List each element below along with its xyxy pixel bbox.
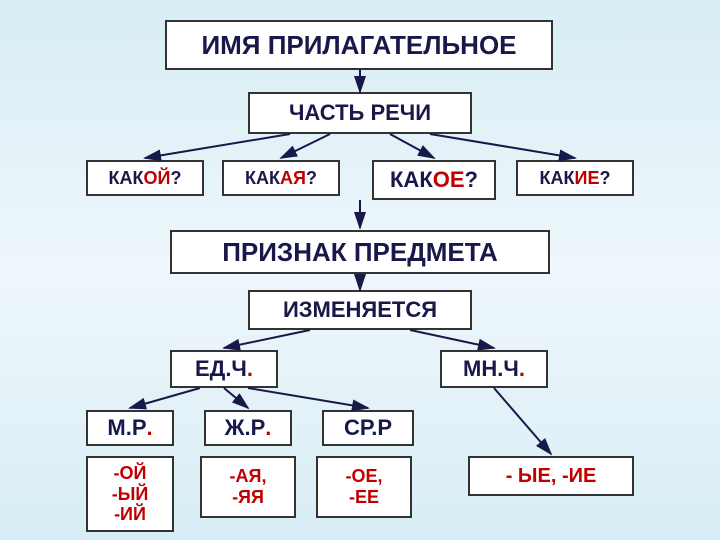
ending-n2: -ЕЕ xyxy=(349,487,379,508)
question-1-stem: КАК xyxy=(109,168,144,189)
dot: . xyxy=(265,415,271,441)
endings-n-box: -ОЕ, -ЕЕ xyxy=(316,456,412,518)
question-2-end: АЯ xyxy=(280,168,306,189)
question-2-suffix: ? xyxy=(306,168,317,189)
question-4-box: КАКИЕ? xyxy=(516,160,634,196)
dot: . xyxy=(247,356,253,382)
ending-m2: -ЫЙ xyxy=(112,484,149,505)
feature-text: ПРИЗНАК ПРЕДМЕТА xyxy=(222,237,498,268)
question-3-stem: КАК xyxy=(390,167,433,193)
ending-n1: -ОЕ, xyxy=(345,466,382,487)
gender-f-box: Ж.Р. xyxy=(204,410,292,446)
title-text: ИМЯ ПРИЛАГАТЕЛЬНОЕ xyxy=(201,30,516,61)
part-of-speech-box: ЧАСТЬ РЕЧИ xyxy=(248,92,472,134)
question-1-end: ОЙ xyxy=(144,168,171,189)
question-3-suffix: ? xyxy=(465,167,478,193)
dot: . xyxy=(519,356,525,382)
gender-f-text: Ж.Р xyxy=(225,415,266,441)
gender-n-text: СР.Р xyxy=(344,415,392,441)
ending-m3: -ИЙ xyxy=(114,504,146,525)
ending-pl: - ЫЕ, -ИЕ xyxy=(506,465,597,488)
dot: . xyxy=(147,415,153,441)
question-3-end: ОЕ xyxy=(433,167,465,193)
plural-box: МН.Ч. xyxy=(440,350,548,388)
title-box: ИМЯ ПРИЛАГАТЕЛЬНОЕ xyxy=(165,20,553,70)
question-3-box: КАКОЕ? xyxy=(372,160,496,200)
singular-text: ЕД.Ч xyxy=(195,356,247,382)
singular-box: ЕД.Ч. xyxy=(170,350,278,388)
endings-pl-box: - ЫЕ, -ИЕ xyxy=(468,456,634,496)
ending-f2: -ЯЯ xyxy=(232,487,264,508)
feature-box: ПРИЗНАК ПРЕДМЕТА xyxy=(170,230,550,274)
gender-m-box: М.Р. xyxy=(86,410,174,446)
gender-n-box: СР.Р xyxy=(322,410,414,446)
endings-f-box: -АЯ, -ЯЯ xyxy=(200,456,296,518)
plural-text: МН.Ч xyxy=(463,356,519,382)
changes-text: ИЗМЕНЯЕТСЯ xyxy=(283,297,437,323)
question-2-stem: КАК xyxy=(245,168,280,189)
question-4-suffix: ? xyxy=(599,168,610,189)
question-4-end: ИЕ xyxy=(575,168,600,189)
part-of-speech-text: ЧАСТЬ РЕЧИ xyxy=(289,100,431,126)
question-2-box: КАКАЯ? xyxy=(222,160,340,196)
endings-m-box: -ОЙ -ЫЙ -ИЙ xyxy=(86,456,174,532)
question-1-box: КАКОЙ? xyxy=(86,160,204,196)
question-4-stem: КАК xyxy=(540,168,575,189)
changes-box: ИЗМЕНЯЕТСЯ xyxy=(248,290,472,330)
ending-m1: -ОЙ xyxy=(114,463,147,484)
gender-m-text: М.Р xyxy=(107,415,146,441)
question-1-suffix: ? xyxy=(170,168,181,189)
ending-f1: -АЯ, xyxy=(230,466,267,487)
